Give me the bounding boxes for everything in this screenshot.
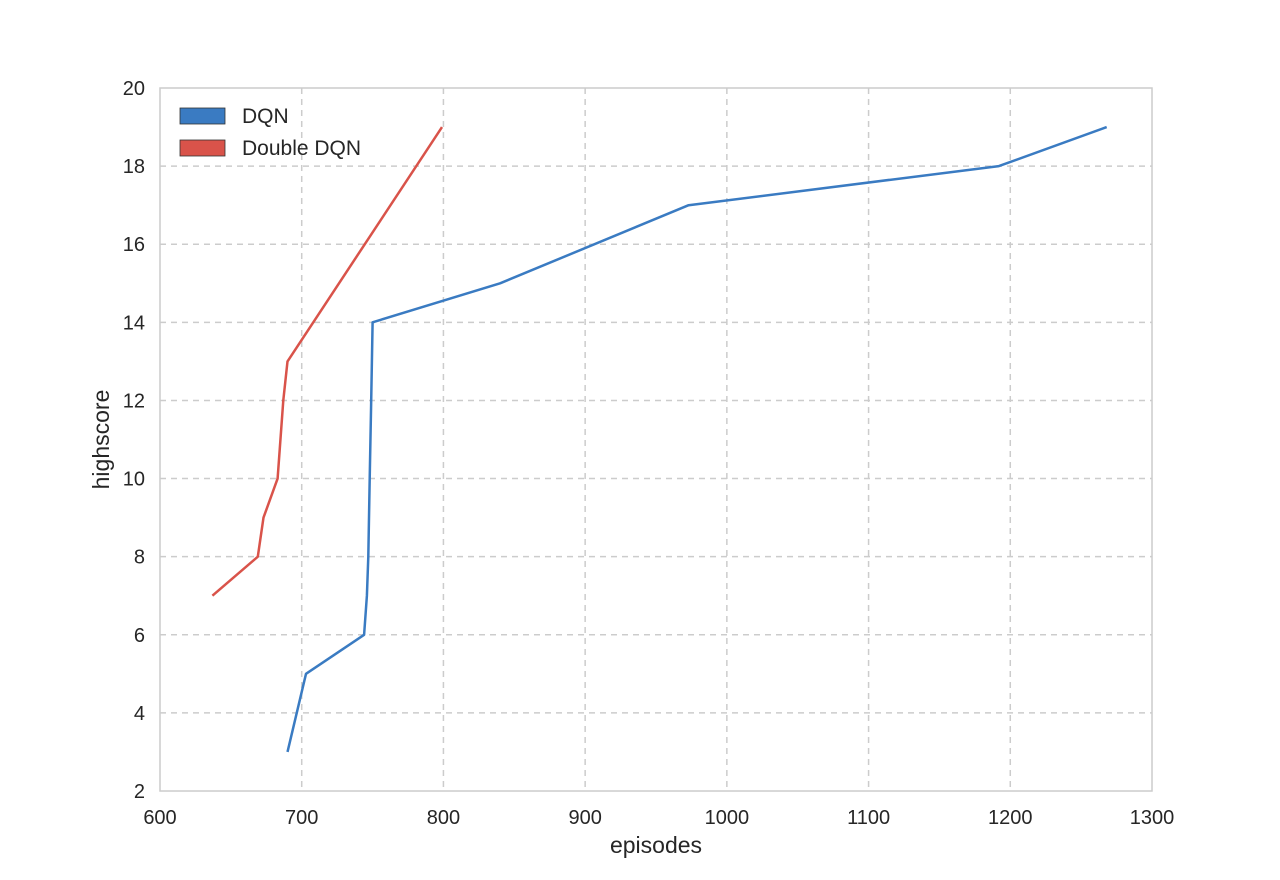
series-lines <box>211 125 1108 753</box>
y-tick-label: 2 <box>134 781 145 803</box>
legend-swatch-double-dqn <box>179 139 226 157</box>
y-tick-label: 20 <box>123 78 145 100</box>
plot-area-frame <box>159 87 1153 792</box>
y-axis-label: highscore <box>88 390 114 490</box>
series-line-dqn <box>286 125 1108 753</box>
y-tick-label: 6 <box>134 625 145 647</box>
legend: DQN Double DQN <box>179 105 361 160</box>
y-tick-label: 14 <box>123 312 145 334</box>
x-tick-label: 1300 <box>1130 807 1175 829</box>
y-tick-label: 18 <box>123 156 145 178</box>
series-line-double-dqn <box>211 126 444 597</box>
x-tick-label: 900 <box>568 807 601 829</box>
grid <box>160 88 1152 791</box>
tick-labels: 600 700 800 900 1000 1100 1200 1300 2 4 6 8 10 12 14 16… <box>123 78 1175 829</box>
x-tick-label: 1000 <box>705 807 750 829</box>
x-tick-label: 600 <box>143 807 176 829</box>
y-tick-label: 10 <box>123 469 145 491</box>
legend-label-double-dqn: Double DQN <box>242 137 361 160</box>
x-tick-label: 1100 <box>847 807 890 829</box>
x-tick-label: 700 <box>285 807 318 829</box>
y-tick-label: 4 <box>134 703 145 725</box>
y-tick-label: 16 <box>123 234 145 256</box>
legend-label-dqn: DQN <box>242 105 289 128</box>
x-axis-label: episodes <box>610 832 702 858</box>
x-tick-label: 1200 <box>988 807 1033 829</box>
y-tick-label: 12 <box>123 390 145 412</box>
y-tick-label: 8 <box>134 547 145 569</box>
legend-swatch-dqn <box>179 107 226 125</box>
x-tick-label: 800 <box>427 807 460 829</box>
